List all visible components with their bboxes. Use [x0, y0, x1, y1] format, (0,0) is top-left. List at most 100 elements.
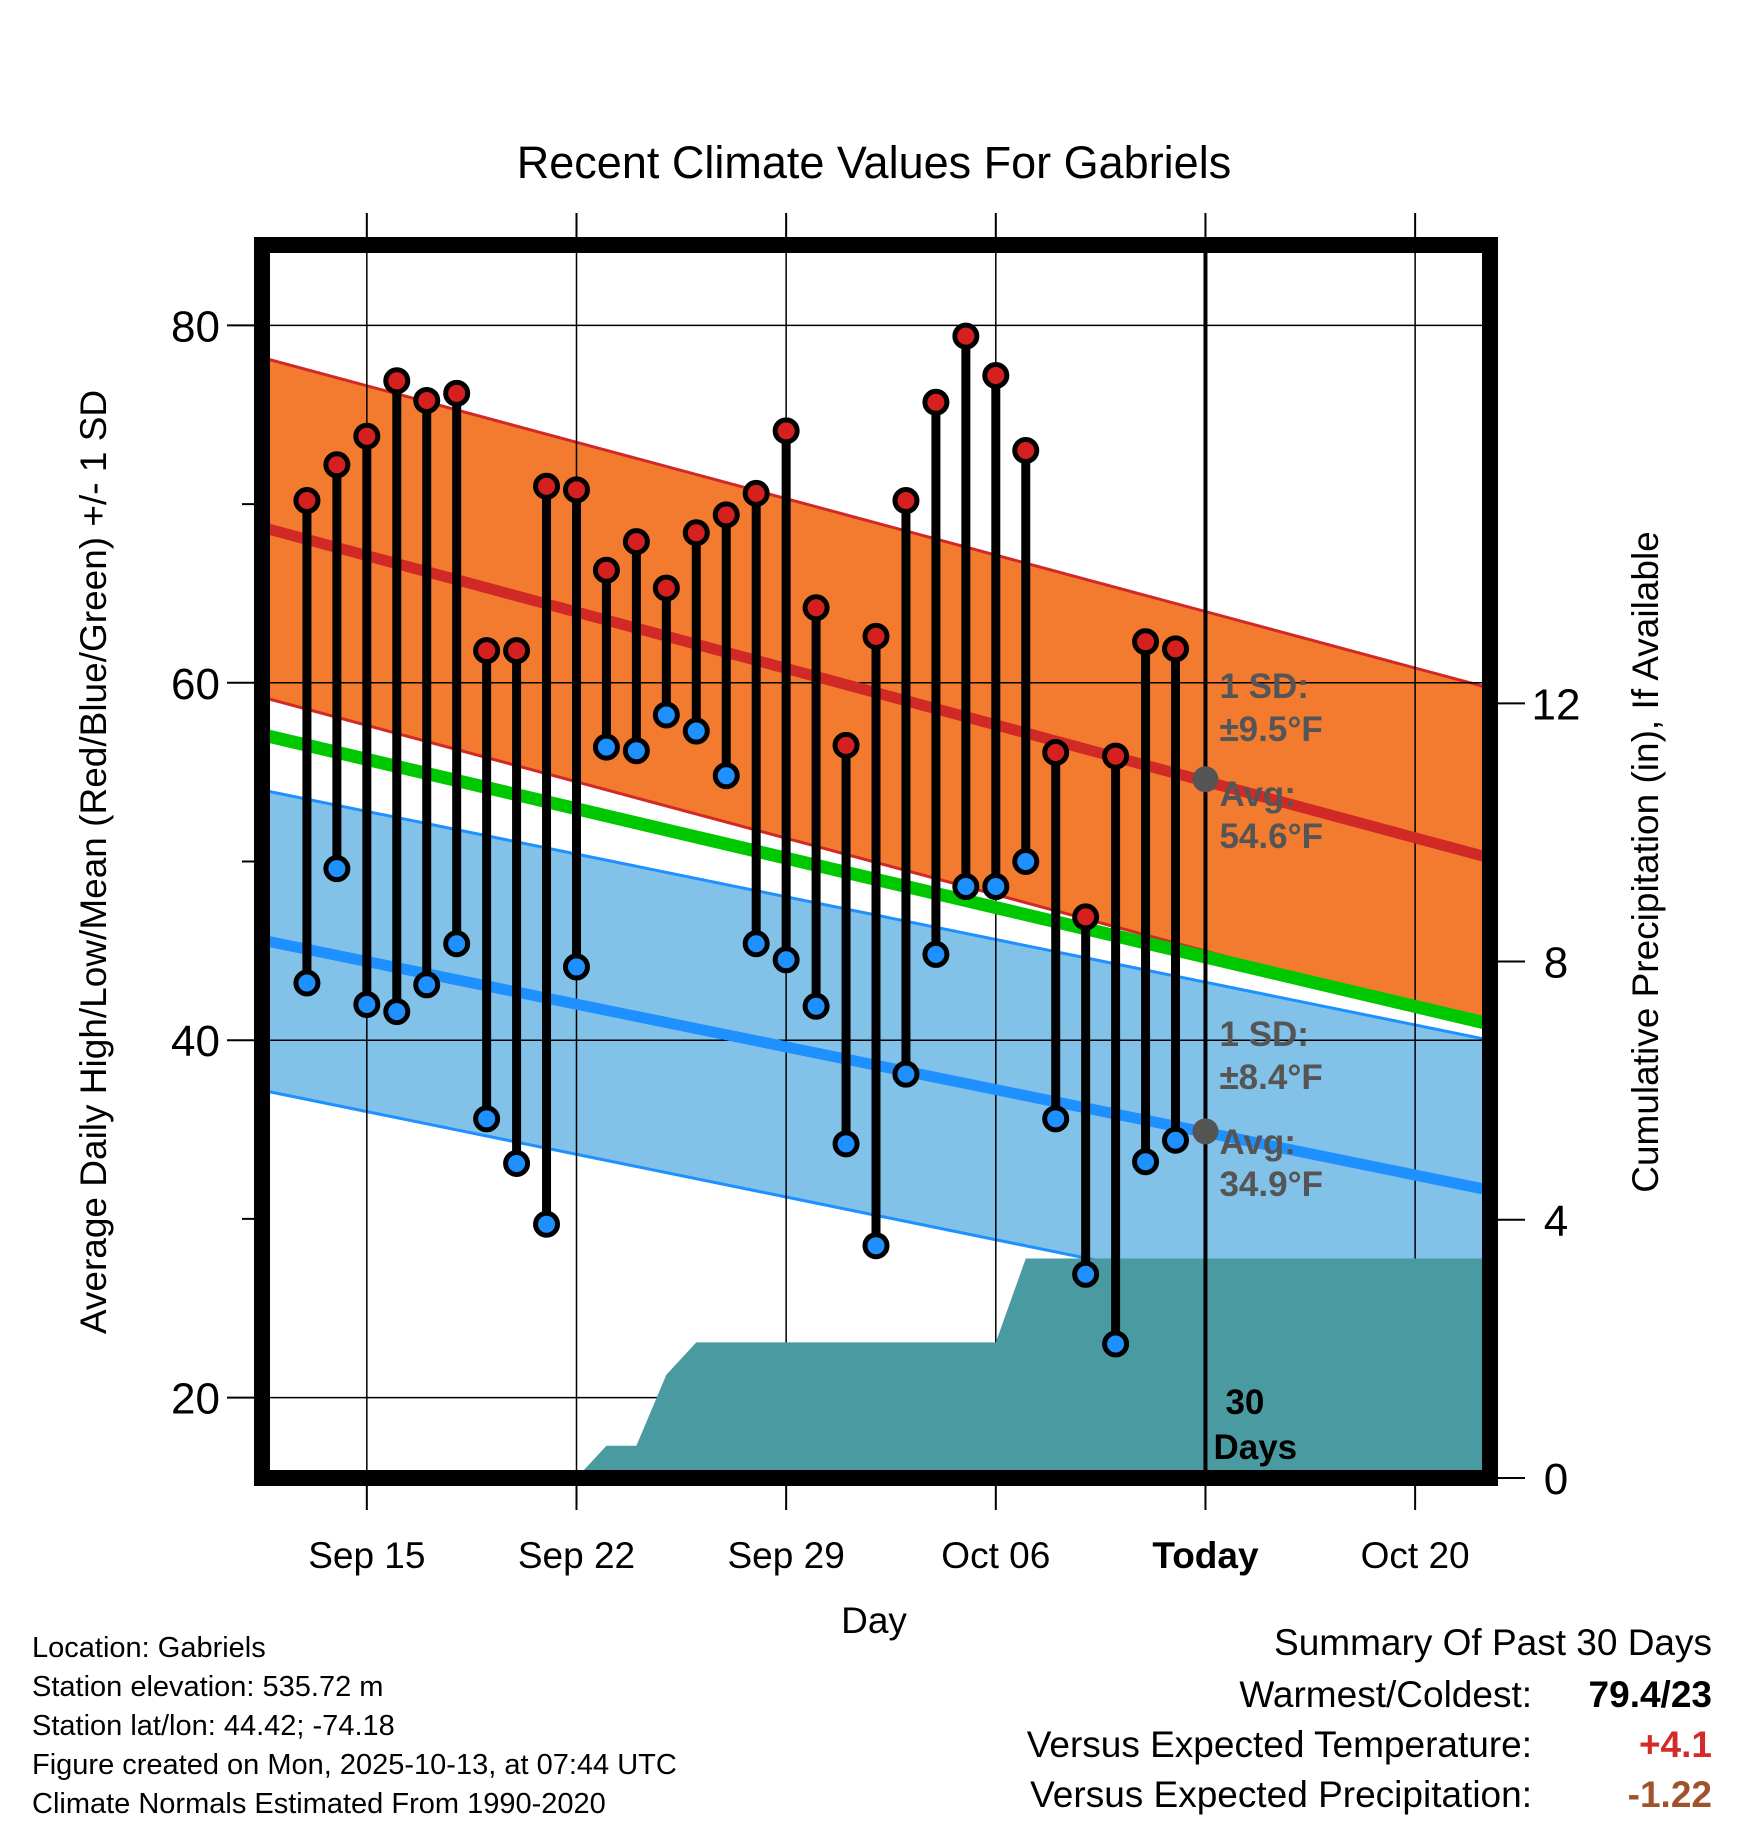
y2-tick-label: 12 [1532, 680, 1581, 729]
today-high-avg-dot [1192, 766, 1219, 793]
y-axis-label: Average Daily High/Low/Mean (Red/Blue/Gr… [73, 390, 114, 1334]
daily-high-point [772, 417, 800, 445]
high-avg-label: Avg: [1219, 775, 1295, 814]
summary-precip-label: Versus Expected Precipitation: [1030, 1774, 1532, 1815]
daily-high-point [383, 367, 411, 395]
daily-low-point [1042, 1105, 1070, 1133]
y-tick-label: 20 [171, 1375, 220, 1424]
created-text: Figure created on Mon, 2025-10-13, at 07… [32, 1749, 677, 1781]
y-tick-label: 60 [171, 660, 220, 709]
x-tick-label: Oct 20 [1361, 1535, 1470, 1576]
daily-high-point [1072, 903, 1100, 931]
summary-title: Summary Of Past 30 Days [1274, 1622, 1712, 1663]
daily-low-point [293, 969, 321, 997]
daily-high-point [473, 637, 501, 665]
x-tick-label: Oct 06 [941, 1535, 1050, 1576]
daily-low-point [892, 1060, 920, 1088]
daily-low-point [952, 873, 980, 901]
normals-text: Climate Normals Estimated From 1990-2020 [32, 1788, 606, 1820]
daily-low-point [383, 998, 411, 1026]
daily-high-point [832, 731, 860, 759]
daily-high-point [742, 479, 770, 507]
summary-temp-row: Versus Expected Temperature: +4.1 [1027, 1724, 1712, 1766]
daily-high-point [562, 476, 590, 504]
daily-low-point [592, 733, 620, 761]
daily-high-point [862, 622, 890, 650]
daily-high-point [652, 574, 680, 602]
daily-low-point [742, 930, 770, 958]
x-tick-label: Sep 22 [518, 1535, 635, 1576]
daily-low-point [682, 717, 710, 745]
x-tick-label: Sep 15 [308, 1535, 425, 1576]
y-tick-label: 40 [171, 1017, 220, 1066]
daily-high-point [1102, 742, 1130, 770]
daily-high-point [952, 322, 980, 350]
daily-low-point [443, 930, 471, 958]
x-tick-label: Today [1152, 1535, 1259, 1576]
cumulative-precip-area [576, 1258, 1490, 1478]
location-text: Location: Gabriels [32, 1632, 266, 1664]
daily-high-point [682, 519, 710, 547]
daily-high-point [1042, 738, 1070, 766]
daily-low-point [503, 1149, 531, 1177]
daily-low-point [1102, 1330, 1130, 1358]
summary-temp-label: Versus Expected Temperature: [1026, 1724, 1532, 1765]
daily-low-point [712, 762, 740, 790]
daily-high-point [413, 386, 441, 414]
y2-tick-label: 8 [1544, 939, 1568, 988]
daily-low-point [802, 992, 830, 1020]
high-sd-label: 1 SD: [1219, 667, 1308, 706]
daily-high-point [323, 451, 351, 479]
summary-precip-row: Versus Expected Precipitation: -1.22 [1030, 1774, 1712, 1816]
daily-low-point [562, 953, 590, 981]
daily-low-point [832, 1130, 860, 1158]
low-sd-value: ±8.4°F [1219, 1058, 1322, 1097]
daily-low-point [1072, 1260, 1100, 1288]
high-sd-value: ±9.5°F [1219, 710, 1322, 749]
daily-low-point [862, 1232, 890, 1260]
daily-high-point [1132, 628, 1160, 656]
daily-high-point [1162, 635, 1190, 663]
high-avg-value: 54.6°F [1219, 817, 1323, 856]
daily-high-point [592, 556, 620, 584]
latlon-text: Station lat/lon: 44.42; -74.18 [32, 1710, 395, 1742]
x-axis-label: Day [841, 1600, 907, 1641]
daily-low-point [473, 1105, 501, 1133]
daily-high-point [1012, 437, 1040, 464]
daily-high-point [353, 422, 381, 450]
low-sd-label: 1 SD: [1219, 1015, 1308, 1054]
y-tick-label: 80 [171, 302, 220, 351]
daily-high-point [533, 472, 561, 500]
daily-high-point [293, 487, 321, 515]
daily-low-point [922, 940, 950, 968]
daily-low-point [622, 737, 650, 765]
summary-warmest-label: Warmest/Coldest: [1239, 1674, 1532, 1715]
daily-high-point [922, 388, 950, 416]
daily-low-point [323, 855, 351, 883]
low-avg-value: 34.9°F [1219, 1165, 1323, 1204]
daily-high-point [503, 637, 531, 665]
y2-axis-label: Cumulative Precipitation (in), If Availa… [1625, 531, 1666, 1193]
daily-low-point [1162, 1126, 1190, 1154]
y2-tick-label: 4 [1544, 1197, 1568, 1246]
days-label: Days [1213, 1428, 1297, 1467]
summary-warmest-row: Warmest/Coldest: 79.4/23 [1239, 1674, 1712, 1716]
daily-high-point [802, 594, 830, 622]
elevation-text: Station elevation: 535.72 m [32, 1671, 384, 1703]
daily-high-point [892, 487, 920, 515]
daily-low-point [982, 873, 1010, 901]
daily-low-point [772, 946, 800, 974]
x-tick-label: Sep 29 [728, 1535, 845, 1576]
summary-precip-value: -1.22 [1627, 1774, 1712, 1815]
summary-temp-value: +4.1 [1638, 1724, 1712, 1765]
daily-low-point [353, 990, 381, 1018]
low-avg-label: Avg: [1219, 1123, 1295, 1162]
chart-title: Recent Climate Values For Gabriels [517, 137, 1231, 188]
today-low-avg-dot [1192, 1118, 1219, 1145]
daily-low-point [413, 971, 441, 999]
daily-low-point [1012, 848, 1040, 875]
days-count: 30 [1225, 1383, 1264, 1422]
daily-high-point [622, 528, 650, 556]
y2-tick-label: 0 [1544, 1455, 1568, 1504]
